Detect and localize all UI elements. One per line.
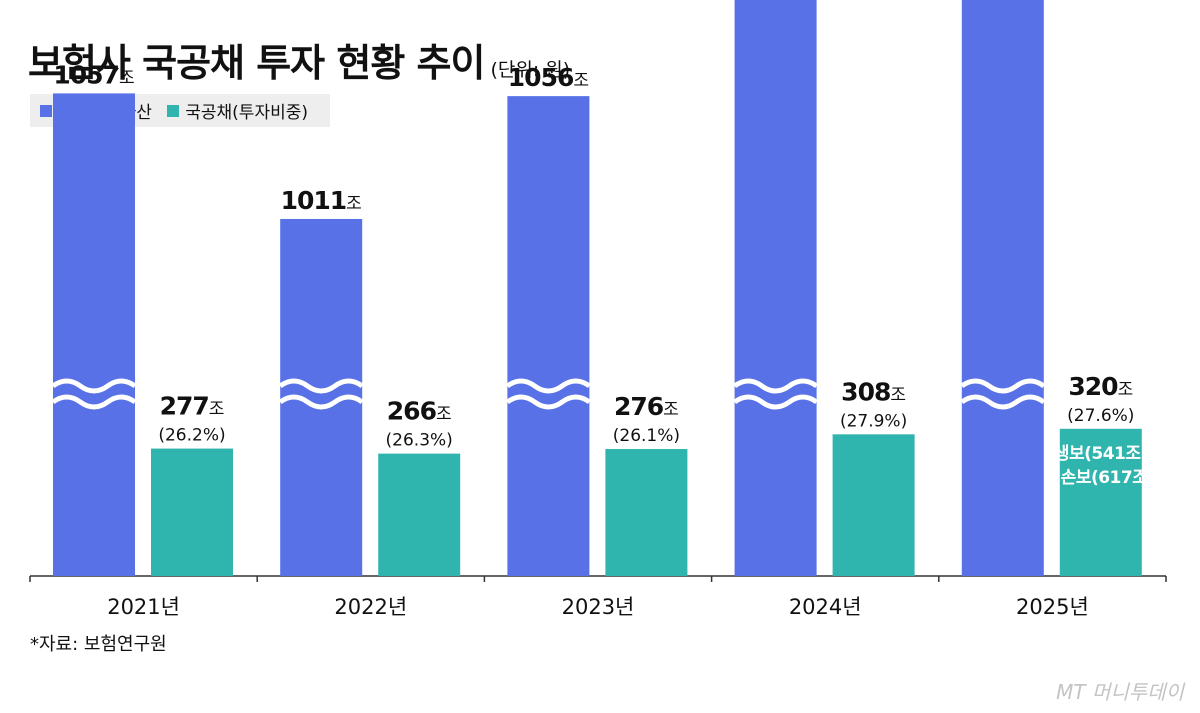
chart-header: 보험사 국공채 투자 현황 추이 (단위: 원)	[28, 32, 570, 87]
data-label-gov-bonds: 320조	[1068, 372, 1133, 401]
source-note: *자료: 보험연구원	[30, 634, 167, 655]
data-label-gov-bonds: 308조	[841, 377, 906, 406]
axis-break-wave	[278, 394, 364, 410]
legend-swatch-gov-bonds	[167, 104, 180, 117]
bar-total-assets	[961, 0, 1044, 576]
data-label-gov-bonds: 266조	[387, 397, 452, 426]
data-label-gov-bonds-share: (27.9%)	[840, 411, 907, 431]
axis-break-wave	[278, 378, 364, 394]
x-tick-label: 2023년	[562, 595, 635, 619]
data-label-total-assets: 1056조	[508, 63, 589, 92]
legend-swatch-total-assets	[40, 104, 52, 117]
axis-break-wave	[960, 394, 1046, 410]
watermark: MT 머니투데이	[1056, 680, 1184, 704]
axis-break-wave	[505, 378, 591, 394]
x-tick-label: 2025년	[1016, 595, 1089, 619]
bar-total-assets	[507, 96, 590, 577]
axis-break-wave	[505, 394, 591, 410]
x-tick-label: 2024년	[789, 595, 862, 619]
bar-gov-bonds	[151, 448, 233, 576]
axis-break-wave	[960, 378, 1046, 394]
annotation-text: 생보(541조)	[1054, 444, 1148, 464]
data-label-gov-bonds-share: (26.1%)	[613, 426, 680, 446]
x-tick-label: 2021년	[107, 595, 180, 619]
bar-total-assets	[734, 0, 817, 576]
x-tick-label: 2022년	[334, 595, 407, 619]
data-label-gov-bonds-share: (26.3%)	[386, 431, 453, 451]
bar-gov-bonds	[605, 449, 688, 576]
data-label-total-assets: 1011조	[281, 186, 362, 215]
chart-title: 보험사 국공채 투자 현황 추이	[28, 41, 485, 85]
axis-break-wave	[51, 378, 137, 394]
axis-break-wave	[733, 378, 819, 394]
legend-label-gov-bonds: 국공채(투자비중)	[185, 103, 308, 123]
axis-break-wave	[51, 394, 137, 410]
bar-gov-bonds	[378, 453, 461, 576]
annotation-text: +손보(617조)	[1047, 468, 1155, 488]
bar-total-assets	[53, 93, 135, 576]
chart-unit: (단위: 원)	[490, 59, 571, 81]
bar-gov-bonds	[1059, 428, 1142, 576]
data-label-total-assets: 1057조	[53, 60, 134, 89]
legend-item-gov-bonds: 국공채(투자비중)	[167, 98, 308, 123]
data-label-gov-bonds: 277조	[160, 392, 225, 421]
data-label-gov-bonds-share: (27.6%)	[1067, 406, 1134, 426]
bar-gov-bonds	[832, 434, 915, 576]
data-label-gov-bonds: 276조	[614, 392, 679, 421]
axis-break-wave	[733, 394, 819, 410]
data-label-gov-bonds-share: (26.2%)	[158, 426, 225, 446]
